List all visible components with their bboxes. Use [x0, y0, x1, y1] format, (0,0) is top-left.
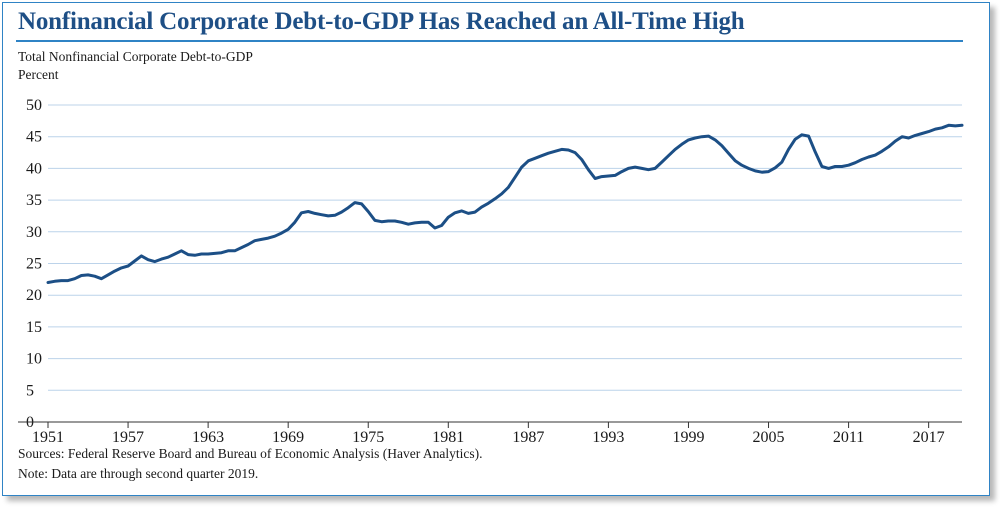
- chart-frame: [2, 2, 990, 496]
- title-divider: [16, 40, 963, 42]
- x-tick-label: 1957: [112, 429, 144, 446]
- y-tick-label: 40: [26, 160, 42, 177]
- y-tick-label: 30: [26, 224, 42, 241]
- y-tick-label: 50: [26, 97, 42, 114]
- y-tick-label: 5: [26, 382, 34, 399]
- series-group: [46, 123, 964, 284]
- y-axis-ticks: 05101520253035404550: [26, 97, 42, 431]
- series-line: [46, 123, 964, 284]
- y-tick-label: 35: [26, 192, 42, 209]
- y-axis-unit-label: Percent: [18, 67, 59, 82]
- gridlines: [48, 104, 962, 391]
- x-tick-label: 1963: [192, 429, 224, 446]
- x-axis-ticks: 1951 1957 1963 1969 1975 1981 1987 1993 1999 2005…: [32, 422, 945, 446]
- x-tick-label: 1987: [512, 429, 544, 446]
- x-tick-label: 1975: [352, 429, 384, 446]
- y-tick-label: 45: [26, 129, 42, 146]
- y-tick-label: 20: [26, 287, 42, 304]
- y-tick-label: 10: [26, 351, 42, 368]
- x-tick-label: 1999: [672, 429, 704, 446]
- chart-subtitle: Total Nonfinancial Corporate Debt-to-GDP: [18, 49, 253, 64]
- x-tick-label: 2011: [833, 429, 864, 446]
- x-tick-label: 1969: [272, 429, 304, 446]
- y-tick-label: 15: [26, 319, 42, 336]
- x-tick-label: 1993: [592, 429, 624, 446]
- x-tick-label: 2017: [913, 429, 945, 446]
- y-tick-label: 25: [26, 256, 42, 273]
- sources-note: Sources: Federal Reserve Board and Burea…: [18, 446, 483, 461]
- x-tick-label: 1951: [32, 429, 64, 446]
- x-tick-label: 2005: [753, 429, 785, 446]
- data-note: Note: Data are through second quarter 20…: [18, 466, 259, 481]
- x-tick-label: 1981: [432, 429, 464, 446]
- chart-title: Nonfinancial Corporate Debt-to-GDP Has R…: [18, 8, 745, 35]
